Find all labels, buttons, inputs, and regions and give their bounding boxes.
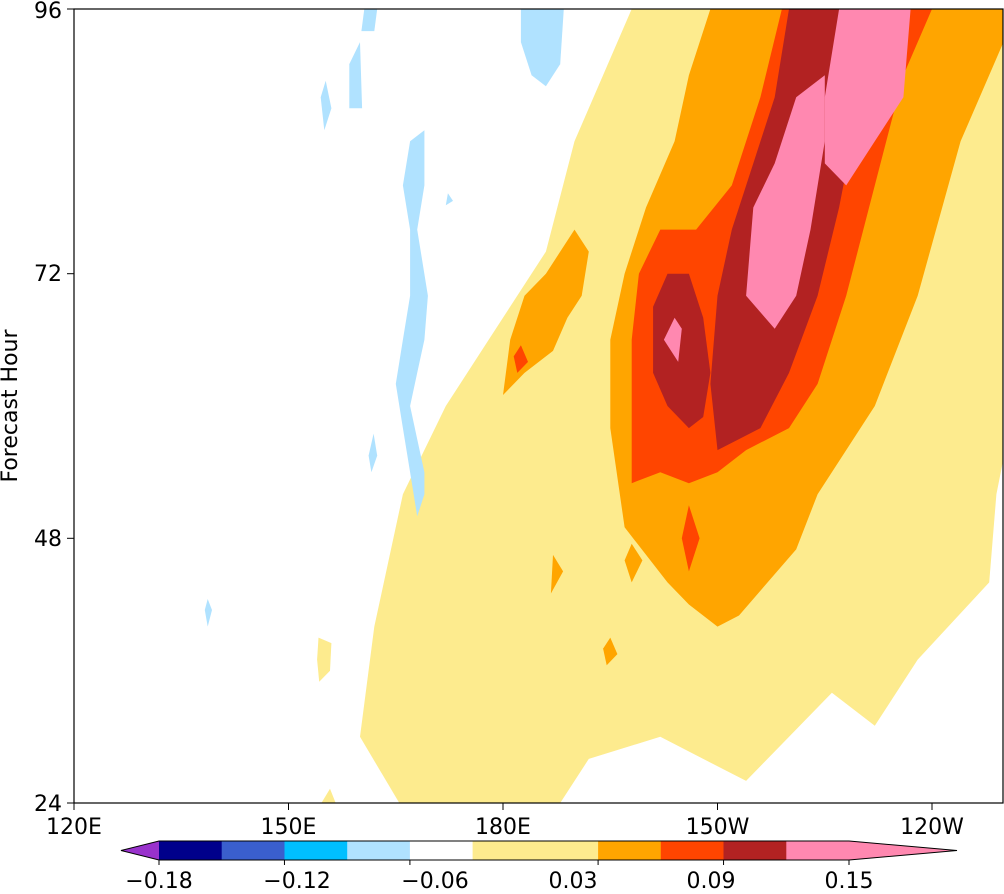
- contour-region: [445, 193, 453, 206]
- colorbar-tick-label: −0.12: [263, 869, 330, 894]
- colorbar-tick-labels: −0.18 −0.12 −0.06 0.03 0.09 0.15: [125, 869, 873, 894]
- contour-region: [204, 599, 212, 627]
- plot-area: [73, 8, 1004, 804]
- colorbar-tick-label: −0.06: [401, 869, 468, 894]
- contour-region: [320, 80, 332, 131]
- contour-region: [681, 505, 700, 572]
- y-axis: 24 48 72 96 Forecast Hour: [0, 0, 74, 817]
- contour-region: [520, 9, 564, 87]
- contour-region: [513, 345, 528, 373]
- contour-region: [663, 317, 682, 362]
- contour-region: [395, 130, 428, 517]
- colorbar-swatch: [472, 841, 599, 860]
- colorbar-swatch: [347, 841, 411, 860]
- y-tick-label: 48: [34, 527, 62, 552]
- x-tick-label: 120W: [900, 815, 964, 840]
- y-axis-label: Forecast Hour: [0, 329, 23, 483]
- colorbar-swatch: [598, 841, 662, 860]
- contour-region: [361, 9, 378, 32]
- x-tick-label: 150W: [686, 815, 750, 840]
- colorbar: [120, 840, 958, 865]
- x-tick-label: 180E: [475, 815, 531, 840]
- colorbar-tick-label: 0.15: [825, 869, 874, 894]
- colorbar-extend-max: [849, 841, 957, 860]
- contour-region: [824, 9, 911, 186]
- contour-regions: [204, 9, 1003, 803]
- colorbar-swatch: [723, 841, 787, 860]
- x-tick-label: 150E: [261, 815, 317, 840]
- colorbar-swatch: [660, 841, 725, 860]
- contour-region: [746, 75, 825, 329]
- colorbar-tick-label: 0.09: [687, 869, 736, 894]
- colorbar-swatch: [786, 841, 850, 860]
- colorbar-swatch: [221, 841, 285, 860]
- y-tick-label: 72: [34, 262, 62, 287]
- contour-region: [321, 788, 336, 803]
- colorbar-extend-min: [121, 841, 159, 860]
- contour-region: [349, 42, 363, 109]
- colorbar-swatch: [159, 841, 223, 860]
- y-tick-label: 24: [34, 792, 62, 817]
- contour-region: [550, 554, 564, 594]
- x-tick-label: 120E: [46, 815, 102, 840]
- contour-region: [624, 543, 643, 583]
- contour-region: [653, 273, 711, 429]
- colorbar-swatch: [284, 841, 348, 860]
- x-axis: 120E 150E 180E 150W 120W: [46, 803, 964, 840]
- colorbar-tick-label: 0.03: [549, 869, 598, 894]
- y-tick-label: 96: [34, 0, 62, 24]
- contour-region: [317, 637, 332, 682]
- contour-region: [368, 433, 378, 473]
- contour-region: [603, 637, 618, 666]
- colorbar-tick-label: −0.18: [125, 869, 192, 894]
- plot-frame: [73, 8, 1004, 804]
- colorbar-swatch: [409, 841, 474, 860]
